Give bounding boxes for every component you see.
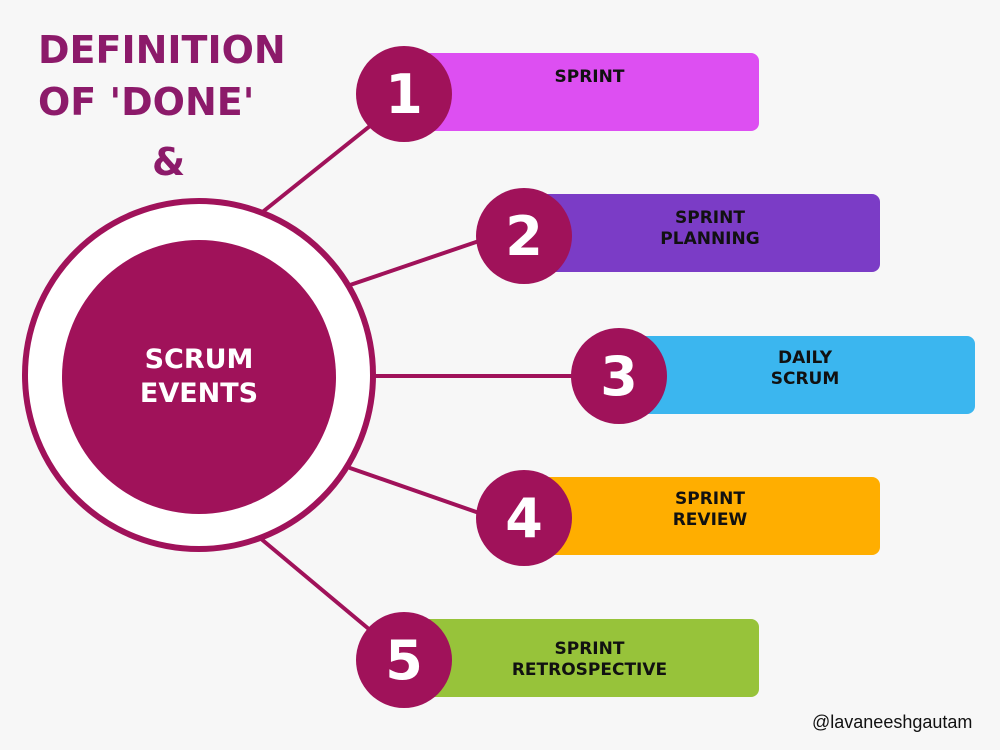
event-label: SPRINT RETROSPECTIVE (511, 639, 668, 680)
title-line-2: OF 'DONE' (38, 80, 255, 124)
hub-circle: SCRUM EVENTS (62, 240, 336, 514)
connector-5 (258, 536, 372, 632)
author-handle: @lavaneeshgautam (812, 712, 973, 732)
connector-1 (258, 124, 372, 216)
title-line-1: DEFINITION (38, 28, 286, 72)
event-number-badge: 5 (356, 612, 452, 708)
event-bar-sprint-retrospective: SPRINT RETROSPECTIVE (420, 619, 759, 697)
event-label: SPRINT (554, 67, 625, 87)
event-label: SPRINT PLANNING (660, 208, 760, 249)
event-label: SPRINT REVIEW (672, 489, 748, 530)
event-label: DAILY SCRUM (770, 348, 840, 389)
event-bar-sprint: SPRINT (420, 53, 759, 131)
event-number-badge: 4 (476, 470, 572, 566)
connector-2 (348, 238, 484, 287)
event-bar-sprint-review: SPRINT REVIEW (540, 477, 880, 555)
title-ampersand: & (152, 140, 186, 184)
event-bar-sprint-planning: SPRINT PLANNING (540, 194, 880, 272)
hub-label-line-1: SCRUM (144, 344, 254, 375)
connector-4 (348, 466, 484, 516)
event-bar-daily-scrum: DAILY SCRUM (635, 336, 975, 414)
event-number-badge: 1 (356, 46, 452, 142)
event-number-badge: 2 (476, 188, 572, 284)
hub-label-line-2: EVENTS (139, 378, 259, 409)
event-number-badge: 3 (571, 328, 667, 424)
